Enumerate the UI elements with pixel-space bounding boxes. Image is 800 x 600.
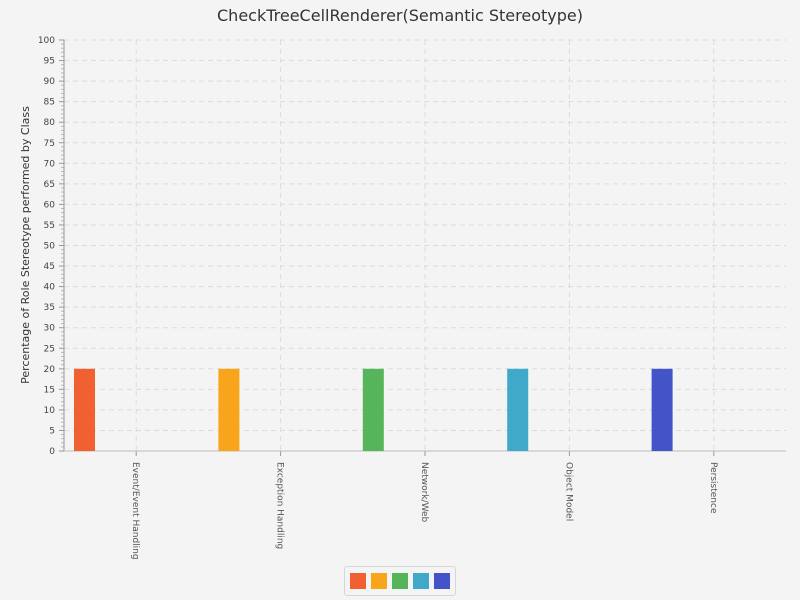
axes [59,39,786,456]
legend-swatch [434,573,450,589]
y-tick-label: 45 [44,262,55,272]
y-tick-label: 95 [44,57,55,67]
bar [507,368,529,451]
bar [651,368,673,451]
legend-swatch [392,573,408,589]
bar [74,368,95,451]
x-tick-label: Object Model [563,462,573,521]
y-tick-label: 75 [44,139,55,149]
y-tick-label: 35 [44,303,55,313]
x-tick-labels: Event/Event Handling Exception Handling Ne… [130,462,718,560]
y-tick-label: 50 [44,242,56,252]
legend [344,566,456,596]
x-tick-label: Event/Event Handling [130,462,140,560]
y-tick-labels: 0 5 10 15 20 25 30 35 40 45 50 55 60 65 70 75 80 85 90 95 10… [38,36,55,457]
y-tick-label: 0 [49,447,55,457]
bars [74,368,673,451]
y-tick-label: 40 [44,283,56,293]
y-axis-label: Percentage of Role Stereotype performed … [19,106,32,384]
legend-swatch [371,573,387,589]
y-tick-label: 15 [44,385,55,395]
bar [362,368,384,451]
chart-title: CheckTreeCellRenderer(Semantic Stereotyp… [217,6,583,25]
y-tick-label: 100 [38,36,55,46]
y-tick-label: 10 [44,406,56,416]
legend-swatch [413,573,429,589]
x-tick-label: Exception Handling [275,462,285,549]
x-tick-label: Persistence [708,462,718,514]
y-tick-label: 65 [44,180,55,190]
grid [64,39,786,451]
y-tick-label: 80 [44,118,56,128]
y-tick-label: 25 [44,344,55,354]
y-tick-label: 30 [44,324,56,334]
legend-swatch [350,573,366,589]
bar [218,368,240,451]
y-tick-label: 70 [44,159,56,169]
y-tick-label: 60 [44,200,56,210]
x-tick-label: Network/Web [419,462,429,523]
y-tick-label: 20 [44,365,56,375]
y-tick-label: 90 [44,77,56,87]
y-tick-label: 55 [44,221,55,231]
y-tick-label: 5 [49,426,55,436]
y-tick-label: 85 [44,98,55,108]
